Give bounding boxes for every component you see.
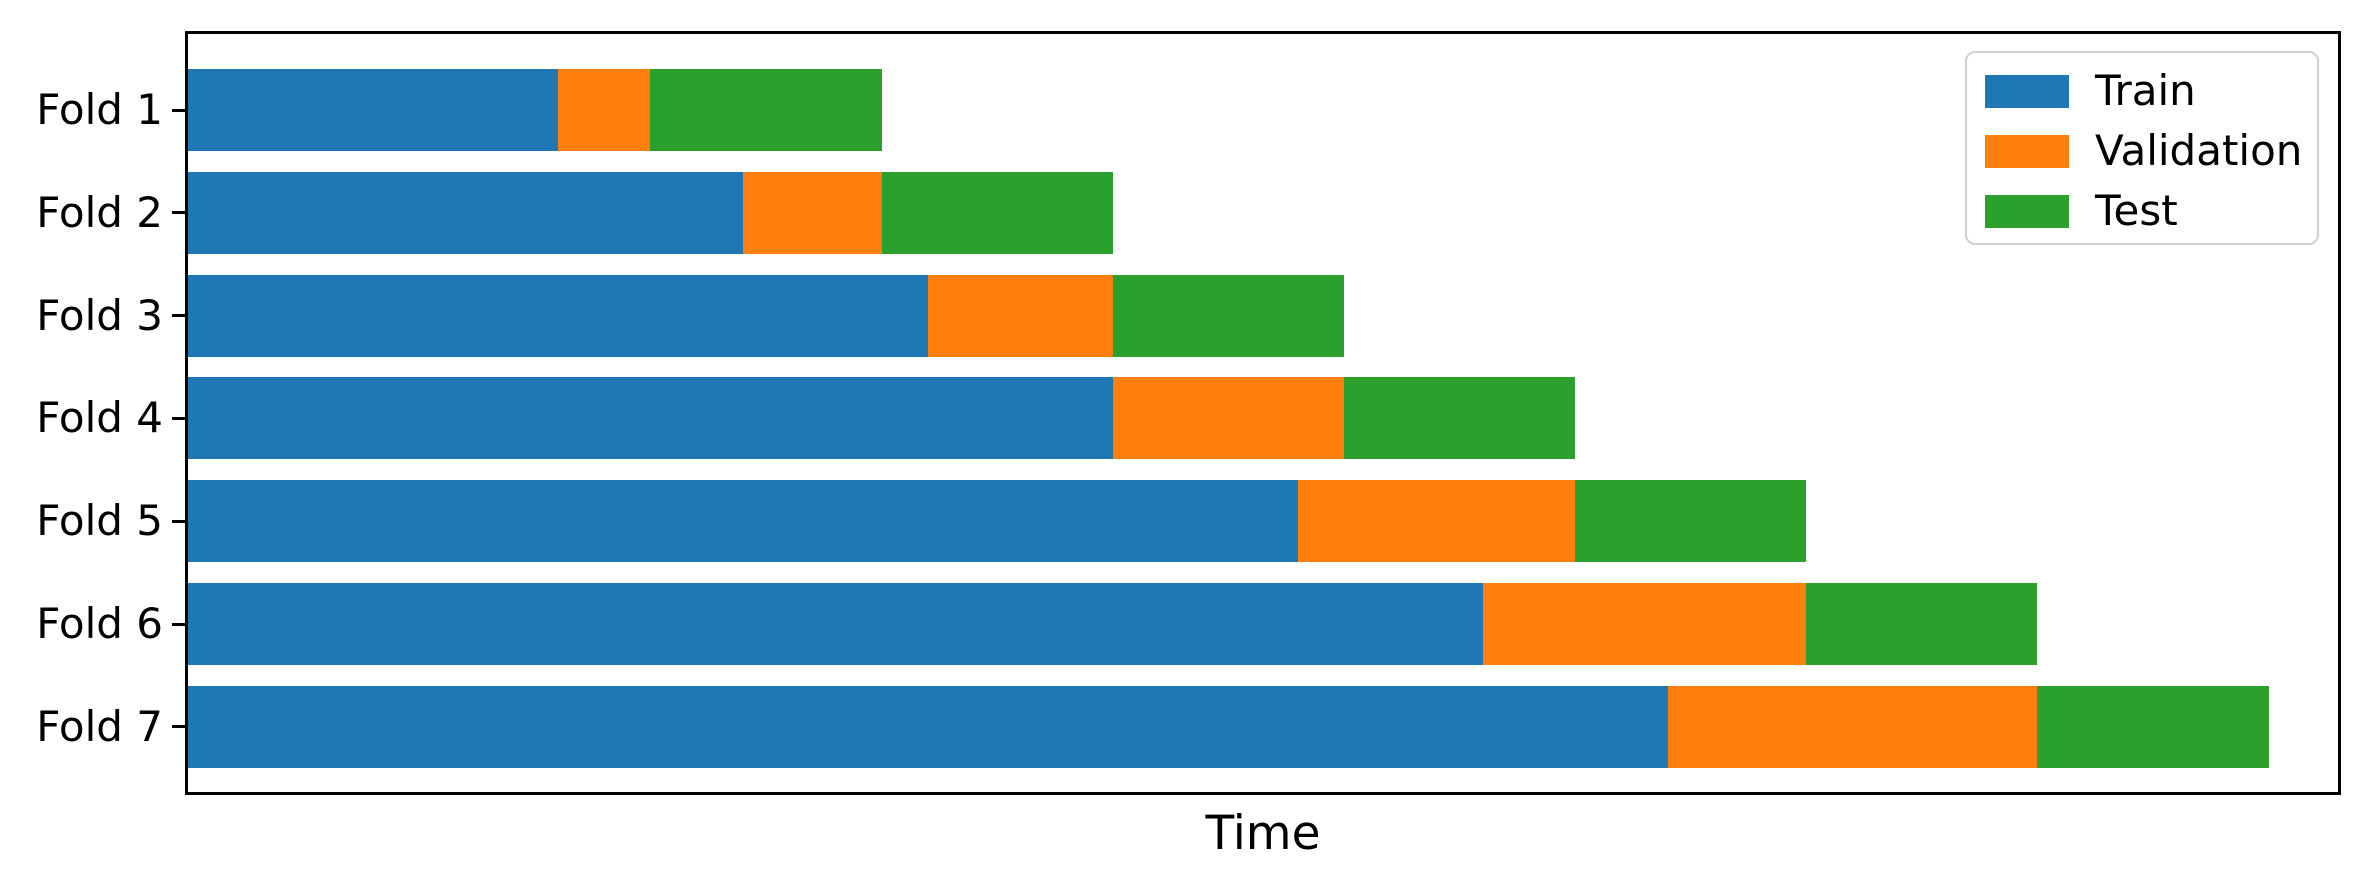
- legend-row-validation: Validation: [1967, 121, 2317, 181]
- y-tick-label-fold-6: Fold 6: [36, 599, 163, 648]
- bar-segment-train-fold-6: [188, 583, 1483, 665]
- y-tick-fold-1: [172, 108, 185, 112]
- y-tick-fold-7: [172, 725, 185, 729]
- legend-label-test: Test: [2095, 186, 2178, 235]
- y-tick-label-fold-2: Fold 2: [36, 187, 163, 237]
- bar-segment-test-fold-4: [1343, 377, 1576, 460]
- y-tick-fold-2: [172, 211, 185, 215]
- y-tick-label-fold-3: Fold 3: [36, 290, 163, 340]
- bar-segment-train-fold-1: [188, 69, 558, 151]
- legend-swatch-validation: [1985, 134, 2069, 168]
- bar-segment-train-fold-4: [188, 377, 1113, 460]
- legend-swatch-test: [1985, 194, 2069, 228]
- bar-segment-test-fold-7: [2037, 685, 2269, 768]
- y-tick-label-fold-5: Fold 5: [36, 496, 163, 546]
- legend-label-train: Train: [2095, 66, 2196, 115]
- bar-segment-test-fold-3: [1112, 274, 1344, 357]
- bar-segment-test-fold-6: [1806, 583, 2038, 665]
- bar-segment-validation-fold-1: [557, 69, 651, 151]
- legend: Train Validation Test: [1965, 51, 2319, 245]
- bar-segment-train-fold-7: [188, 685, 1668, 768]
- legend-swatch-train: [1985, 74, 2069, 108]
- y-tick-fold-3: [172, 314, 185, 318]
- bar-segment-test-fold-1: [650, 69, 882, 151]
- bar-segment-validation-fold-7: [1667, 685, 2038, 768]
- y-tick-label-fold-1: Fold 1: [36, 85, 163, 134]
- y-tick-fold-4: [172, 416, 185, 420]
- y-tick-fold-6: [172, 622, 185, 626]
- bar-segment-train-fold-5: [188, 480, 1298, 563]
- y-tick-fold-5: [172, 519, 185, 523]
- bar-segment-validation-fold-2: [742, 171, 882, 254]
- bar-segment-validation-fold-6: [1482, 583, 1807, 665]
- y-tick-label-fold-4: Fold 4: [36, 393, 163, 443]
- legend-label-validation: Validation: [2095, 126, 2303, 175]
- plot-area: Train Validation Test: [172, 31, 2341, 795]
- bar-segment-train-fold-3: [188, 274, 928, 357]
- legend-row-test: Test: [1967, 181, 2317, 241]
- legend-row-train: Train: [1967, 61, 2317, 121]
- x-axis-label: Time: [1205, 806, 1321, 861]
- bar-segment-validation-fold-4: [1112, 377, 1344, 460]
- bar-segment-test-fold-5: [1575, 480, 1807, 563]
- y-tick-label-fold-7: Fold 7: [36, 701, 163, 751]
- bar-segment-validation-fold-5: [1297, 480, 1576, 563]
- bar-segment-train-fold-2: [188, 171, 743, 254]
- bar-segment-test-fold-2: [881, 171, 1113, 254]
- bar-segment-validation-fold-3: [927, 274, 1113, 357]
